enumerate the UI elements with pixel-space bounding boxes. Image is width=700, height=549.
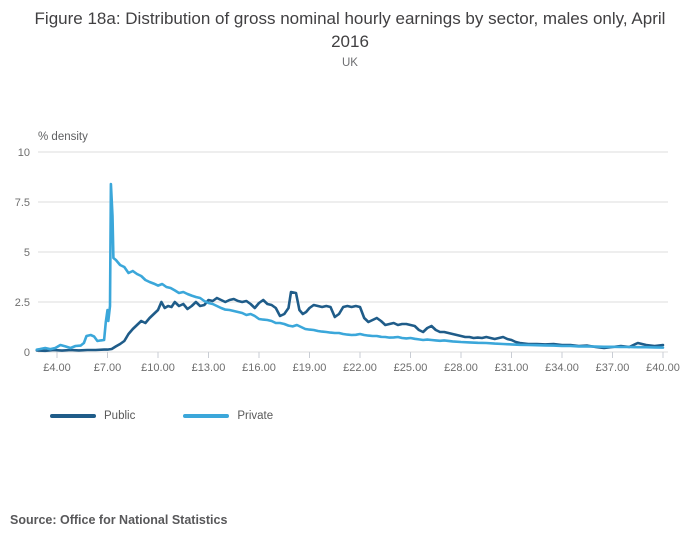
x-tick-label: £7.00 — [94, 362, 122, 374]
series-line-private — [35, 182, 665, 351]
x-tick-label: £19.00 — [293, 362, 327, 374]
legend-label-private: Private — [237, 410, 274, 422]
x-tick-label: £31.00 — [495, 362, 529, 374]
y-tick-label: 5 — [24, 247, 30, 259]
x-tick-label: £37.00 — [596, 362, 630, 374]
x-tick-label: £28.00 — [444, 362, 478, 374]
source-note: Source: Office for National Statistics — [10, 513, 228, 527]
x-tick-label: £16.00 — [242, 362, 276, 374]
legend-swatch-public — [50, 414, 96, 418]
x-tick-label: £4.00 — [43, 362, 71, 374]
x-tick-label: £10.00 — [141, 362, 175, 374]
y-tick-label: 10 — [18, 147, 30, 159]
series-line-public — [35, 290, 665, 353]
chart-title: Figure 18a: Distribution of gross nomina… — [34, 9, 666, 51]
legend-item-public: Public — [50, 410, 135, 422]
chart-legend: Public Private — [50, 410, 273, 422]
legend-label-public: Public — [104, 410, 136, 422]
y-tick-label: 2.5 — [15, 297, 30, 309]
x-tick-label: £40.00 — [646, 362, 680, 374]
x-tick-label: £13.00 — [192, 362, 226, 374]
x-tick-label: £34.00 — [545, 362, 579, 374]
x-tick-label: £22.00 — [343, 362, 377, 374]
y-tick-label: 0 — [24, 347, 30, 359]
y-axis-title: % density — [38, 131, 88, 143]
x-tick-label: £25.00 — [394, 362, 428, 374]
chart-subtitle: UK — [342, 57, 358, 69]
legend-item-private: Private — [183, 410, 273, 422]
legend-swatch-private — [183, 414, 230, 418]
y-tick-label: 7.5 — [15, 197, 30, 209]
